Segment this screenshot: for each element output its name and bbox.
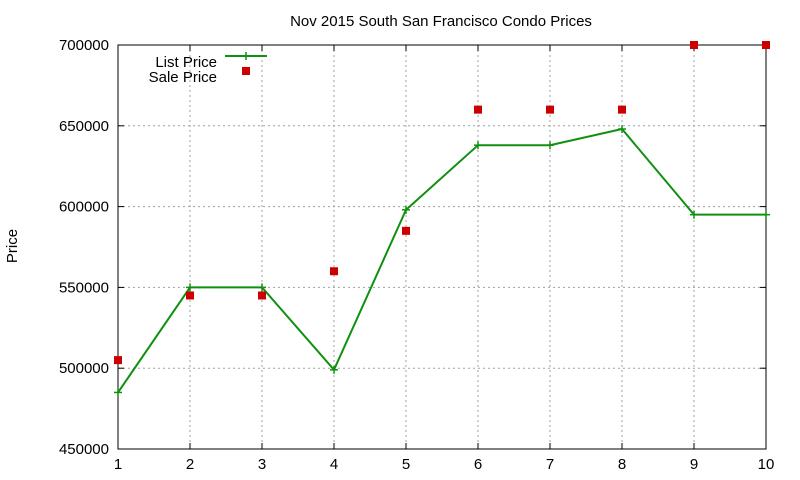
grid — [118, 45, 766, 449]
x-tick-label: 3 — [258, 456, 266, 473]
x-tick-label: 2 — [186, 456, 194, 473]
axis-ticks: 1 2 3 4 5 6 7 8 9 10 450000 500000 550000 600000 65000… — [59, 37, 774, 473]
legend-label: List Price — [155, 54, 217, 71]
y-tick-label: 700000 — [59, 37, 109, 54]
sale-price-point — [618, 105, 626, 114]
legend-plus-swatch — [242, 52, 250, 60]
list-price-point — [402, 205, 410, 214]
x-tick-label: 6 — [474, 456, 482, 473]
sale-price-point — [330, 267, 338, 276]
plot-border — [117, 44, 767, 450]
sale-price-point — [258, 291, 266, 300]
list-price-point — [690, 210, 698, 219]
list-price-point — [474, 141, 482, 150]
sale-price-point — [186, 291, 194, 300]
list-price-point — [546, 141, 554, 150]
sale-price-point — [114, 356, 122, 365]
y-axis-label: Price — [4, 229, 21, 263]
sale-price-point — [690, 41, 698, 49]
legend-square-swatch — [242, 67, 250, 75]
x-tick-label: 8 — [618, 456, 626, 473]
list-price-line — [117, 127, 766, 394]
series-layer — [114, 41, 770, 397]
chart-title: Nov 2015 South San Francisco Condo Price… — [290, 13, 592, 30]
legend-label: Sale Price — [149, 69, 217, 86]
list-price-point — [114, 388, 122, 397]
list-price-point — [618, 125, 626, 134]
list-price-point — [330, 365, 338, 374]
sale-price-point — [474, 105, 482, 114]
list-price-point — [258, 283, 266, 292]
sale-price-point — [402, 226, 410, 235]
list-price-point — [762, 210, 770, 219]
y-tick-label: 650000 — [59, 118, 109, 135]
x-tick-label: 7 — [546, 456, 554, 473]
y-tick-label: 500000 — [59, 360, 109, 377]
list-price-point — [186, 283, 194, 292]
y-tick-label: 550000 — [59, 279, 109, 296]
y-tick-label: 600000 — [59, 199, 109, 216]
x-tick-label: 10 — [758, 456, 775, 473]
x-tick-label: 9 — [690, 456, 698, 473]
x-tick-label: 5 — [402, 456, 410, 473]
x-tick-label: 1 — [114, 456, 122, 473]
y-tick-label: 450000 — [59, 441, 109, 458]
sale-price-point — [546, 105, 554, 114]
sale-price-point — [762, 41, 770, 49]
x-tick-label: 4 — [330, 456, 338, 473]
